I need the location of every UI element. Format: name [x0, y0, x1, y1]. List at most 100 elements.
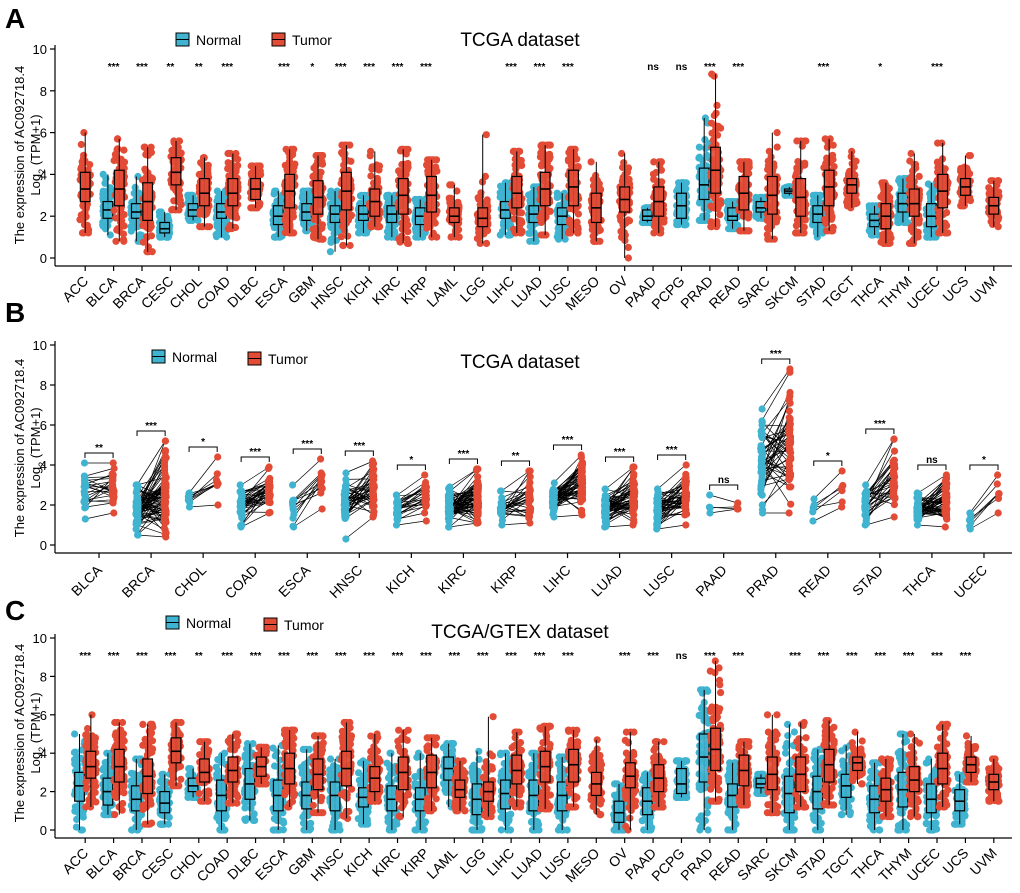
point-tumor-SARC: [765, 147, 773, 155]
point-tumor-PRAD: [717, 200, 725, 208]
point-tumor-LGG: [475, 229, 483, 237]
point-normal-CHOL: [188, 191, 196, 199]
point-tumor-PRAD: [713, 131, 722, 139]
point-tumor-THCA: [877, 193, 885, 201]
point-normal-STAD: [816, 191, 824, 199]
significance-label-PCPG: ns: [676, 62, 688, 73]
point-tumor-BLCA: [111, 150, 119, 158]
point-tumor-SARC: [766, 225, 774, 233]
panel-b-ytick-label: 0: [40, 538, 47, 553]
panel-b-xtick-label: LUSC: [640, 562, 678, 600]
point-tumor-BRCA: [141, 165, 149, 173]
panel-a-ylabel-line1: The expression of AC092718.4: [12, 66, 27, 245]
point-tumor-KIRC: [403, 239, 412, 247]
panel-b-letter: B: [5, 297, 25, 328]
point-tumor-BRCA: [161, 437, 169, 445]
pair-line-HNSC: [345, 516, 374, 540]
panel-a-xtick-label: LAML: [423, 273, 460, 310]
point-normal-THCA: [869, 231, 878, 239]
point-tumor-LIHC: [510, 215, 518, 223]
point-tumor-OV: [616, 213, 624, 221]
point-tumor-HNSC: [344, 232, 352, 240]
point-tumor-BLCA: [118, 157, 126, 165]
box-tumor-LAML: [448, 207, 460, 224]
point-tumor-UCEC: [934, 164, 942, 172]
point-normal-COAD: [213, 223, 221, 231]
point-normal-KIRC: [383, 233, 392, 241]
point-tumor-PAAD: [652, 216, 660, 224]
point-tumor-GBM: [309, 225, 317, 233]
box-normal-CESC: [159, 221, 171, 234]
pair-line-BLCA: [84, 474, 114, 485]
point-tumor-ESCA: [287, 161, 295, 169]
point-tumor-TGCT: [848, 147, 856, 155]
box-normal-PRAD: [698, 167, 710, 201]
point-tumor-CHOL: [214, 453, 222, 461]
point-tumor-PRAD: [710, 111, 718, 120]
point-tumor-BRCA: [147, 232, 156, 240]
point-tumor-COAD: [226, 221, 234, 230]
point-normal-HNSC: [327, 223, 335, 231]
panel-b-xtick-label: READ: [795, 562, 834, 601]
panel-b-xtick-label: THCA: [900, 561, 939, 600]
point-tumor-ACC: [80, 151, 88, 159]
point-tumor-STAD: [824, 138, 832, 147]
point-tumor-PAAD: [657, 166, 666, 174]
panel-b-xtick-label: PRAD: [743, 562, 782, 601]
panel-b: TCGA dataset Normal Tumor The expression…: [12, 338, 1012, 602]
panel-b-xtick-label: PAAD: [692, 562, 730, 600]
point-tumor-LUSC: [566, 205, 574, 213]
point-tumor-COAD: [225, 172, 233, 180]
point-normal-BLCA: [80, 498, 88, 506]
point-tumor-LAML: [455, 226, 463, 234]
point-tumor-BRCA: [161, 530, 169, 538]
point-tumor-LUAD: [545, 155, 553, 163]
point-tumor-KIRP: [423, 216, 431, 225]
point-tumor-PRAD: [713, 218, 721, 226]
point-normal-PCPG: [675, 179, 683, 187]
pair-line-BRCA: [136, 510, 166, 536]
box-tumor-BLCA: [113, 169, 125, 207]
point-tumor-PRAD: [716, 211, 724, 219]
significance-label-HNSC: ***: [335, 62, 347, 73]
point-tumor-PRAD: [713, 101, 721, 109]
point-tumor-MESO: [593, 176, 601, 184]
point-tumor-LUSC: [571, 145, 579, 153]
point-normal-ESCA: [289, 504, 297, 512]
pair-line-CHOL: [188, 479, 218, 498]
point-normal-BLCA: [80, 459, 89, 467]
point-normal-BRCA: [134, 511, 142, 519]
point-tumor-PRAD: [708, 119, 716, 127]
box-tumor-KICH: [369, 188, 381, 217]
panel-b-xtick-label: STAD: [849, 562, 886, 599]
pair-line-BRCA: [136, 507, 166, 522]
point-normal-SARC: [758, 193, 766, 201]
pair-line-CHOL: [189, 504, 218, 508]
point-normal-THYM: [901, 218, 909, 227]
pair-line-CHOL: [188, 483, 218, 500]
point-tumor-BLCA: [109, 459, 117, 467]
significance-label-STAD: ***: [818, 62, 830, 73]
point-tumor-OV: [624, 216, 632, 224]
pair-line-BLCA: [84, 512, 114, 520]
significance-label-LUSC: ***: [562, 62, 574, 73]
point-tumor-CHOL: [203, 223, 211, 231]
point-tumor-GBM: [318, 152, 327, 160]
point-tumor-LGG: [474, 194, 482, 202]
pair-line-KICH: [397, 520, 426, 526]
point-tumor-TGCT: [847, 153, 855, 161]
significance-label-COAD: ***: [221, 62, 233, 73]
panel-b-legend-tumor-label: Tumor: [268, 351, 308, 367]
point-tumor-BRCA: [161, 518, 169, 526]
point-tumor-OV: [619, 219, 627, 227]
point-tumor-BLCA: [108, 483, 116, 491]
point-tumor-OV: [619, 229, 627, 237]
point-tumor-SKCM: [793, 164, 801, 172]
point-normal-ESCA: [270, 224, 278, 232]
significance-label-BLCA: ***: [108, 62, 120, 73]
panel-a-xtick-label: HNSC: [307, 273, 346, 312]
point-tumor-BLCA: [117, 209, 125, 217]
box-tumor-LIHC: [511, 175, 523, 209]
panel-a-ytick-label: 0: [40, 251, 47, 266]
pair-line-BRCA: [136, 484, 166, 523]
